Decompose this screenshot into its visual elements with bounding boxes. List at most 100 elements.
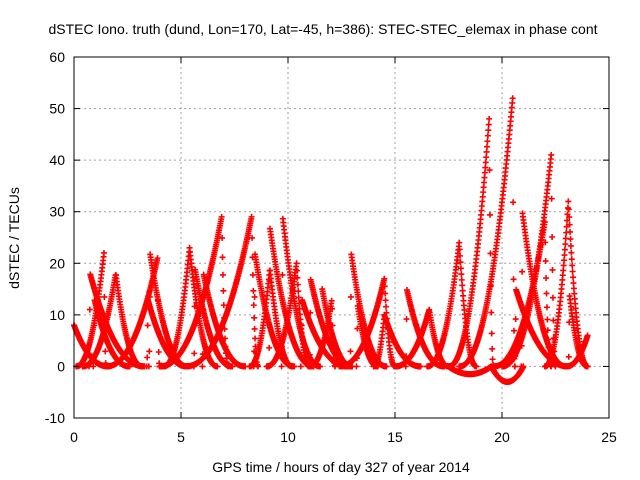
data-point — [191, 303, 198, 310]
data-point — [220, 302, 227, 309]
data-point — [456, 246, 463, 253]
data-point — [191, 350, 198, 357]
data-point — [296, 305, 303, 312]
data-point — [482, 164, 489, 171]
data-point — [248, 213, 255, 220]
data-point — [485, 121, 492, 128]
data-point — [251, 293, 258, 300]
data-point — [222, 350, 229, 357]
x-tick-label: 20 — [494, 429, 510, 445]
data-point — [293, 260, 300, 267]
data-point — [561, 246, 568, 253]
data-point — [560, 262, 567, 269]
data-point — [510, 276, 517, 283]
data-point — [543, 304, 550, 311]
x-tick-label: 10 — [280, 429, 296, 445]
data-point — [317, 363, 324, 370]
data-point — [565, 198, 572, 205]
data-point — [456, 239, 463, 246]
data-point — [512, 353, 519, 360]
data-point — [306, 351, 313, 358]
data-point — [225, 363, 232, 370]
data-point — [154, 297, 161, 304]
data-point — [298, 322, 305, 329]
data-point — [307, 309, 314, 316]
data-point — [487, 250, 494, 257]
data-point — [566, 221, 573, 228]
data-point — [91, 322, 98, 329]
data-point — [544, 316, 551, 323]
data-point — [382, 290, 389, 297]
data-point — [457, 252, 464, 259]
y-tick-label: 10 — [49, 307, 65, 323]
data-point — [145, 363, 152, 370]
data-point — [543, 290, 550, 297]
data-point — [295, 288, 302, 295]
x-tick-label: 25 — [601, 429, 617, 445]
data-point — [562, 241, 569, 248]
data-point — [584, 363, 591, 370]
data-point — [102, 348, 109, 355]
data-point — [561, 252, 568, 259]
data-point — [488, 330, 495, 337]
data-point — [298, 354, 305, 361]
data-point — [458, 271, 465, 278]
data-point — [457, 259, 464, 266]
data-point — [489, 356, 496, 363]
data-point — [567, 242, 574, 249]
data-point — [249, 254, 256, 261]
data-point — [329, 322, 336, 329]
data-point — [483, 154, 490, 161]
data-point — [584, 332, 591, 339]
data-point — [297, 363, 304, 370]
x-tick-label: 0 — [70, 429, 78, 445]
data-point — [255, 363, 262, 370]
data-point — [564, 217, 571, 224]
data-point — [218, 213, 225, 220]
data-point — [565, 206, 572, 213]
y-axis-title: dSTEC / TECUs — [6, 187, 22, 289]
data-point — [519, 268, 526, 275]
data-point — [249, 271, 256, 278]
data-point — [567, 236, 574, 243]
data-point — [486, 167, 493, 174]
data-point — [567, 228, 574, 235]
y-tick-label: 0 — [57, 358, 65, 374]
data-point — [289, 363, 296, 370]
y-tick-label: 20 — [49, 255, 65, 271]
data-point — [294, 274, 301, 281]
data-point — [510, 327, 517, 334]
data-point — [347, 348, 354, 355]
data-point — [294, 281, 301, 288]
data-point — [126, 363, 133, 370]
data-point — [383, 303, 390, 310]
data-point — [266, 344, 273, 351]
data-point — [353, 363, 360, 370]
data-point — [565, 353, 572, 360]
data-point — [278, 363, 285, 370]
chart-title: dSTEC Iono. truth (dund, Lon=170, Lat=-4… — [48, 21, 597, 37]
data-point — [403, 316, 410, 323]
data-point — [249, 234, 256, 241]
data-point — [482, 159, 489, 166]
data-point — [459, 282, 466, 289]
data-point — [566, 214, 573, 221]
data-point — [330, 346, 337, 353]
data-point — [381, 275, 388, 282]
data-point — [459, 287, 466, 294]
data-point — [296, 311, 303, 318]
data-point — [329, 335, 336, 342]
data-point — [484, 138, 491, 145]
data-point — [487, 211, 494, 218]
data-point — [199, 363, 206, 370]
data-point — [568, 256, 575, 263]
data-point — [293, 267, 300, 274]
data-point — [101, 293, 108, 300]
data-point — [511, 363, 518, 370]
data-point — [144, 322, 151, 329]
y-tick-label: 40 — [49, 152, 65, 168]
data-point — [549, 266, 556, 273]
x-tick-label: 15 — [387, 429, 403, 445]
data-point — [568, 249, 575, 256]
